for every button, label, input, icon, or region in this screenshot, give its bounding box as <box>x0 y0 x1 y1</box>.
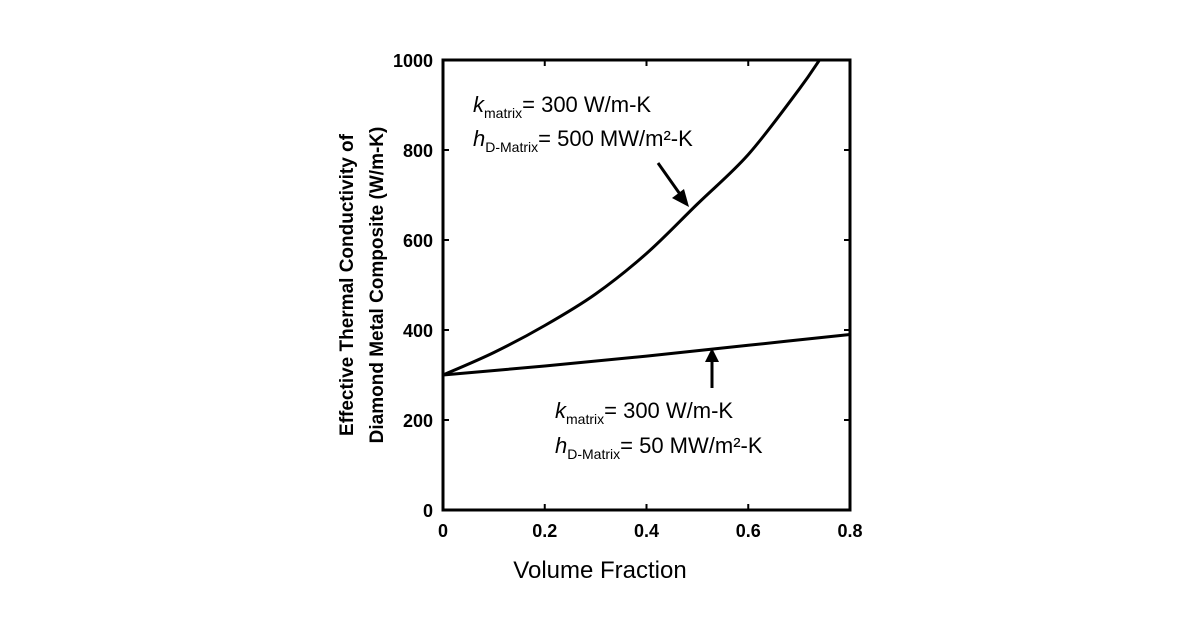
y-tick-label: 200 <box>403 411 433 431</box>
annotation-upper-h-symbol: h <box>473 126 485 151</box>
annotation-upper-k-value: = 300 W/m-K <box>522 92 651 117</box>
annotation-lower-h-value: = 50 MW/m²-K <box>620 433 763 458</box>
y-tick-label: 800 <box>403 141 433 161</box>
annotation-lower-k-subscript: matrix <box>566 411 604 427</box>
annotation-upper-k-subscript: matrix <box>484 105 522 121</box>
x-axis-label: Volume Fraction <box>513 557 686 584</box>
annotation-upper-k-line: kmatrix= 300 W/m-K <box>473 92 651 121</box>
annotation-lower-h-subscript: D-Matrix <box>567 446 620 462</box>
y-tick-label: 0 <box>423 501 433 521</box>
annotation-lower-k-line: kmatrix= 300 W/m-K <box>555 398 733 427</box>
series-line-2 <box>443 335 850 376</box>
arrow-upper-head <box>672 189 689 207</box>
x-tick-label: 0.4 <box>634 521 659 541</box>
y-axis-label-line-1: Effective Thermal Conductivity of <box>337 133 358 436</box>
y-tick-label: 600 <box>403 231 433 251</box>
annotation-upper: kmatrix= 300 W/m-K hD-Matrix= 500 MW/m²-… <box>473 92 693 155</box>
annotation-lower-h-line: hD-Matrix= 50 MW/m²-K <box>555 433 763 462</box>
annotation-lower-k-value: = 300 W/m-K <box>604 398 733 423</box>
annotation-lower: kmatrix= 300 W/m-K hD-Matrix= 50 MW/m²-K <box>555 398 763 462</box>
annotation-upper-h-line: hD-Matrix= 500 MW/m²-K <box>473 126 693 155</box>
y-axis-label-line-2: Diamond Metal Composite (W/m-K) <box>367 127 388 444</box>
y-tick-label: 1000 <box>393 51 433 71</box>
plot-area: 0 0.2 0.4 0.6 0.8 0 200 400 600 800 1000 <box>393 51 863 541</box>
x-tick-label: 0.2 <box>532 521 557 541</box>
y-tick-label: 400 <box>403 321 433 341</box>
x-tick-label: 0.6 <box>736 521 761 541</box>
annotation-upper-h-value: = 500 MW/m²-K <box>538 126 693 151</box>
annotation-upper-h-subscript: D-Matrix <box>485 139 538 155</box>
annotation-lower-h-symbol: h <box>555 433 567 458</box>
arrow-upper-shaft <box>658 163 682 197</box>
x-tick-label: 0 <box>438 521 448 541</box>
x-tick-label: 0.8 <box>837 521 862 541</box>
